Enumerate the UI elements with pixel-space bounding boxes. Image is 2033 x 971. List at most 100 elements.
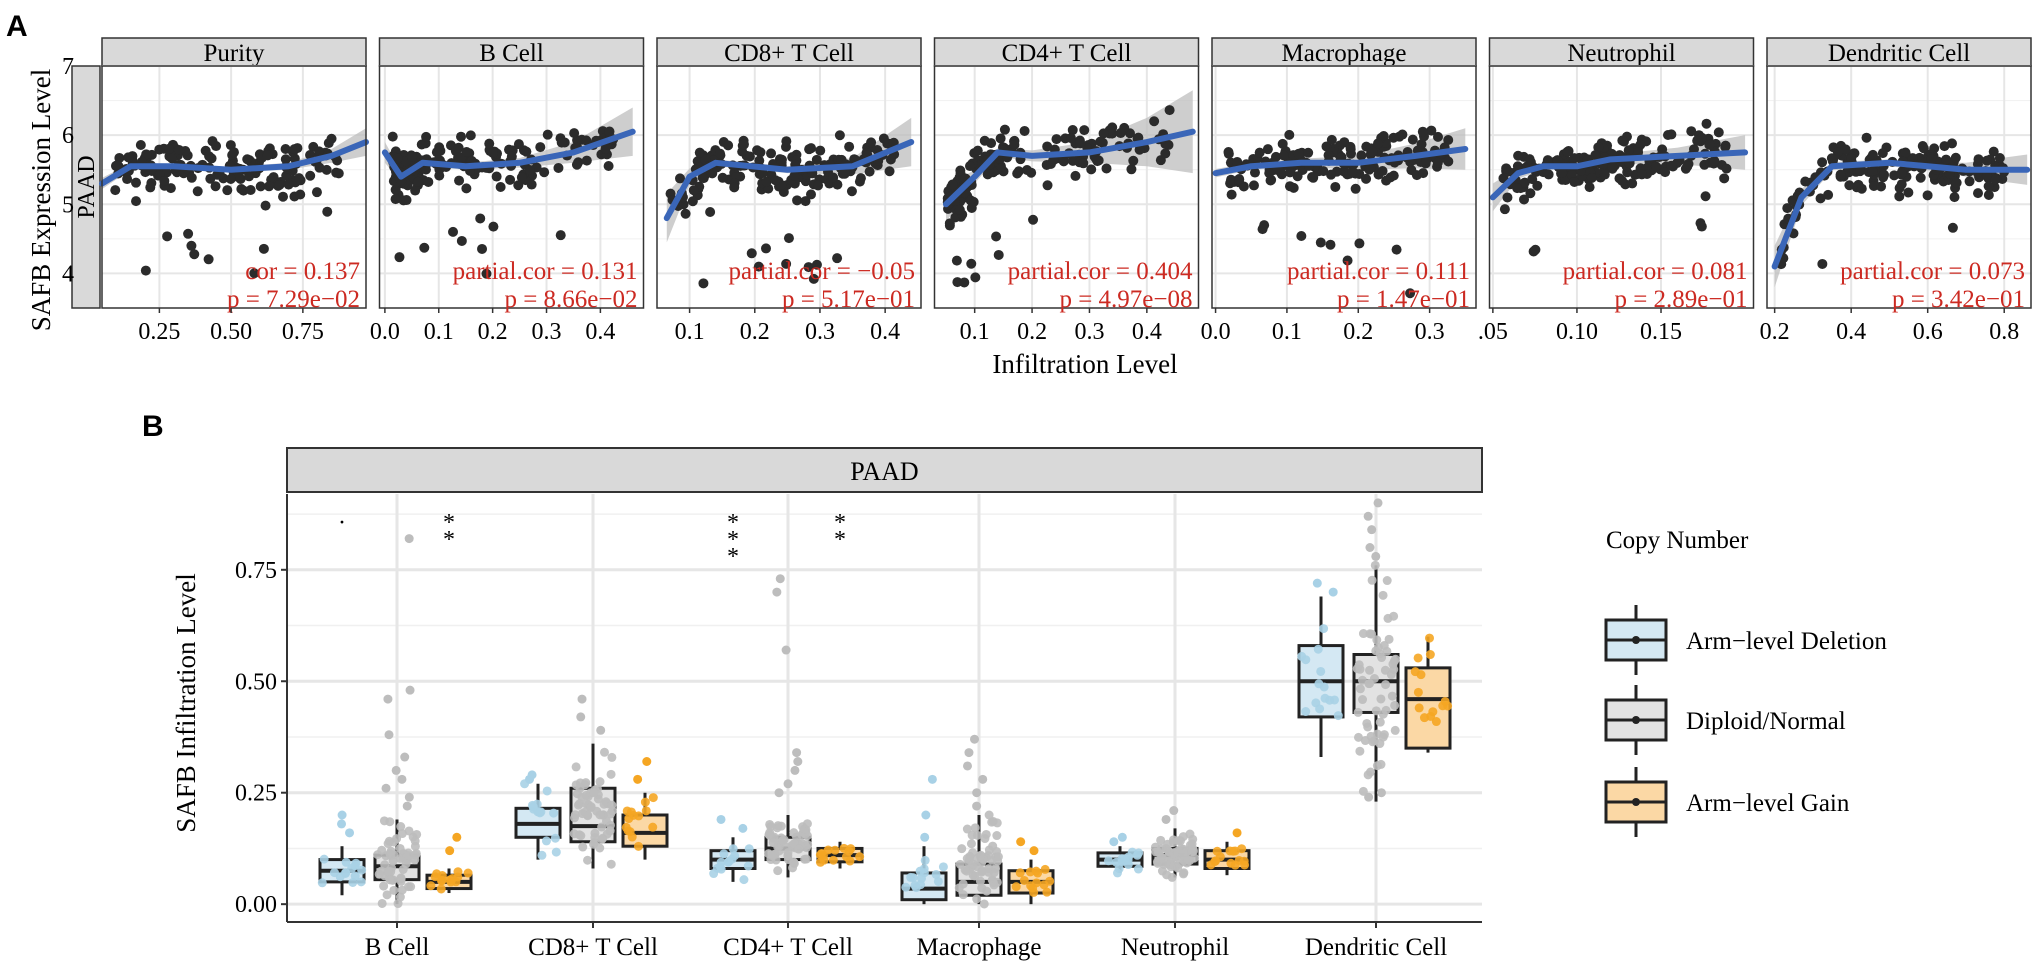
scatter-point: [542, 129, 553, 140]
jitter-point: [1179, 868, 1189, 878]
scatter-point: [1388, 170, 1399, 181]
outlier-point: [978, 774, 988, 784]
scatter-point: [1623, 145, 1634, 156]
jitter-point: [1319, 682, 1329, 692]
outlier-point: [1328, 587, 1338, 597]
scatter-point: [1499, 204, 1510, 215]
scatter-point: [705, 206, 716, 217]
scatter-point: [412, 176, 423, 187]
scatter-point: [1345, 141, 1356, 152]
scatter-point: [475, 213, 486, 224]
outlier-point: [1109, 837, 1119, 847]
stat-correlation: partial.cor = 0.131: [453, 258, 638, 285]
scatter-point: [569, 128, 580, 139]
scatter-point: [203, 254, 214, 265]
scatter-point: [813, 180, 824, 191]
jitter-point: [980, 834, 990, 844]
jitter-point: [622, 806, 632, 816]
x-tick-label: 0.2: [1760, 319, 1790, 345]
stat-correlation: partial.cor = 0.081: [1563, 258, 1748, 285]
significance-mark: *: [443, 527, 455, 553]
scatter-point: [1128, 155, 1139, 166]
scatter-point: [1284, 167, 1295, 178]
jitter-point: [911, 883, 921, 893]
jitter-point: [906, 872, 916, 882]
scatter-point: [964, 161, 975, 172]
jitter-point: [319, 854, 329, 864]
outlier-point: [972, 788, 982, 798]
scatter-point: [535, 142, 546, 153]
panel-border: [101, 65, 367, 309]
scatter-point: [1325, 239, 1336, 250]
scatter-point: [484, 138, 495, 149]
scatter-point: [723, 140, 734, 151]
scatter-point: [454, 175, 465, 186]
scatter-point: [1048, 155, 1059, 166]
jitter-point: [1381, 680, 1391, 690]
jitter-point: [1025, 867, 1035, 877]
scatter-point: [1028, 214, 1039, 225]
scatter-point: [222, 185, 233, 196]
scatter-point: [1126, 164, 1137, 175]
jitter-point: [589, 839, 599, 849]
outlier-point: [1312, 578, 1322, 588]
scatter-point: [1981, 170, 1992, 181]
jitter-point: [960, 865, 970, 875]
scatter-point: [314, 162, 325, 173]
scatter-point: [864, 166, 875, 177]
scatter-point: [1502, 192, 1513, 203]
y-tick-label: 5: [62, 192, 74, 218]
scatter-point: [1381, 175, 1392, 186]
scatter-point: [1232, 156, 1243, 167]
stat-correlation: partial.cor = 0.404: [1008, 258, 1193, 285]
jitter-point: [340, 868, 350, 878]
jitter-point: [453, 872, 463, 882]
facet-title: CD4+ T Cell: [1002, 40, 1132, 67]
jitter-point: [1368, 737, 1378, 747]
jitter-point: [648, 793, 658, 803]
scatter-point: [1525, 188, 1536, 199]
scatter-point: [1388, 132, 1399, 143]
scatter-point: [1254, 147, 1265, 158]
x-tick-label: 0.2: [1017, 319, 1047, 345]
jitter-point: [383, 866, 393, 876]
outlier-point: [400, 752, 410, 762]
jitter-point: [586, 802, 596, 812]
jitter-point: [789, 828, 799, 838]
scatter-point: [1617, 135, 1628, 146]
outlier-point: [405, 685, 415, 695]
scatter-point: [331, 167, 342, 178]
jitter-point: [574, 830, 584, 840]
scatter-point: [513, 139, 524, 150]
jitter-point: [621, 822, 631, 832]
scatter-point: [1407, 134, 1418, 145]
jitter-point: [1167, 872, 1177, 882]
scatter-point: [834, 130, 845, 141]
x-tick-label: 0.1: [424, 319, 454, 345]
outlier-point: [920, 832, 930, 842]
scatter-point: [228, 147, 239, 158]
stat-correlation: partial.cor = −0.05: [729, 258, 915, 285]
jitter-point: [1378, 590, 1388, 600]
scatter-point: [954, 204, 965, 215]
scatter-point: [832, 253, 843, 264]
scatter-point: [1365, 162, 1376, 173]
scatter-point: [603, 161, 614, 172]
jitter-point: [1357, 675, 1367, 685]
scatter-point: [211, 141, 222, 152]
jitter-point: [846, 844, 856, 854]
scatter-point: [1593, 142, 1604, 153]
jitter-point: [575, 783, 585, 793]
fit-line: [942, 128, 1196, 208]
jitter-point: [984, 845, 994, 855]
scatter-point: [1164, 105, 1175, 116]
jitter-point: [1123, 860, 1133, 870]
x-tick-label: 0.2: [740, 319, 770, 345]
outlier-point: [337, 810, 347, 820]
scatter-point: [465, 130, 476, 141]
scatter-point: [244, 171, 255, 182]
fit-line: [1771, 159, 2031, 270]
scatter-point: [1688, 144, 1699, 155]
scatter-point: [1994, 153, 2005, 164]
